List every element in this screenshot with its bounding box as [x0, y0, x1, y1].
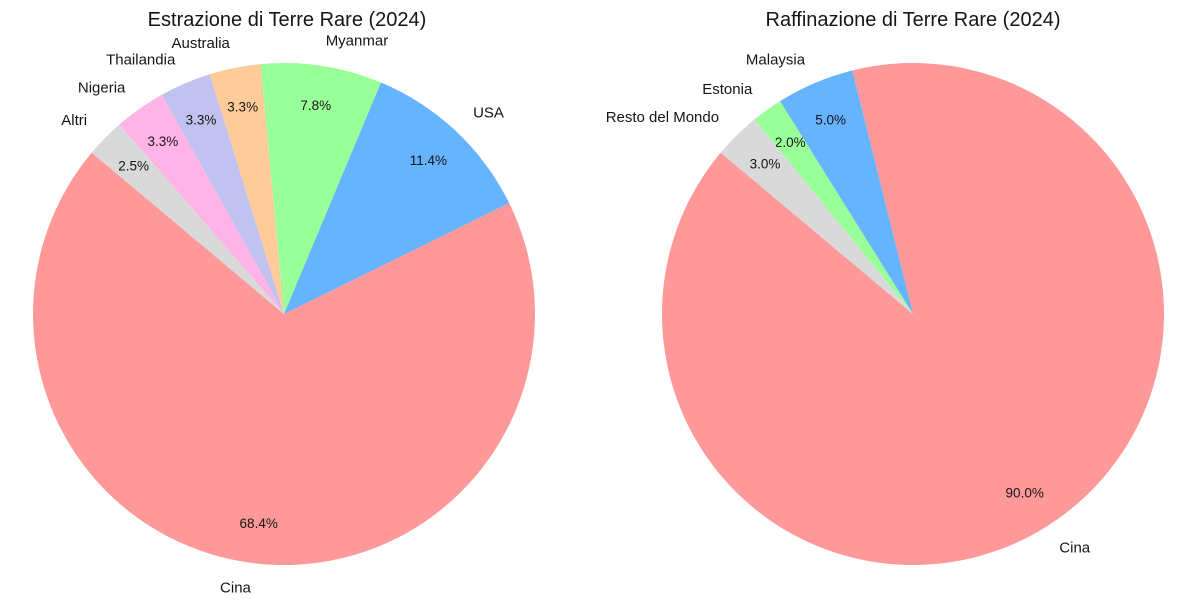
pct-label-malaysia: 5.0%: [815, 112, 846, 127]
chart-title-raffinazione: Raffinazione di Terre Rare (2024): [765, 9, 1061, 31]
slice-label-usa: USA: [473, 104, 504, 121]
pie-slice-thailandia: [161, 74, 284, 314]
pie-slice-altri: [91, 124, 284, 314]
pct-label-thailandia: 3.3%: [186, 113, 217, 128]
pct-label-altri: 2.5%: [118, 159, 149, 174]
slice-label-resto-del-mondo: Resto del Mondo: [606, 109, 719, 126]
pct-label-resto-del-mondo: 3.0%: [750, 156, 781, 171]
pie-slice-myanmar: [260, 63, 381, 314]
chart-title-estrazione: Estrazione di Terre Rare (2024): [147, 9, 427, 31]
slice-label-myanmar: Myanmar: [326, 33, 389, 50]
pct-label-cina: 68.4%: [240, 516, 278, 531]
pct-label-australia: 3.3%: [227, 100, 258, 115]
pie-slice-nigeria: [119, 94, 284, 314]
pie-slice-australia: [209, 64, 284, 314]
slice-label-estonia: Estonia: [702, 81, 753, 98]
pie-slice-usa: [284, 82, 510, 314]
pie-slice-resto-del-mondo: [720, 119, 913, 315]
pie-slice-estonia: [754, 101, 913, 314]
pct-label-nigeria: 3.3%: [148, 134, 179, 149]
slice-label-thailandia: Thailandia: [106, 52, 176, 69]
pie-slice-cina: [32, 152, 535, 565]
slice-label-cina: Cina: [220, 580, 252, 597]
slice-label-nigeria: Nigeria: [78, 80, 126, 97]
slice-label-australia: Australia: [172, 35, 231, 52]
pct-label-estonia: 2.0%: [775, 135, 806, 150]
pct-label-myanmar: 7.8%: [300, 98, 331, 113]
slice-label-malaysia: Malaysia: [746, 51, 806, 68]
pie-slice-malaysia: [779, 70, 913, 315]
pct-label-cina: 90.0%: [1006, 485, 1044, 500]
slice-label-cina: Cina: [1059, 540, 1091, 557]
pie-chart-left: 68.4% Cina 11.4% USA 7.8% Myanmar 3.3% Australi…: [32, 33, 535, 597]
slice-label-altri: Altri: [61, 112, 87, 129]
pie-chart-right: 90.0% Cina 5.0% Malaysia 2.0% Estonia 3.0% Rest…: [606, 51, 1164, 566]
pct-label-usa: 11.4%: [410, 153, 447, 168]
pie-slice-cina: [661, 63, 1164, 566]
